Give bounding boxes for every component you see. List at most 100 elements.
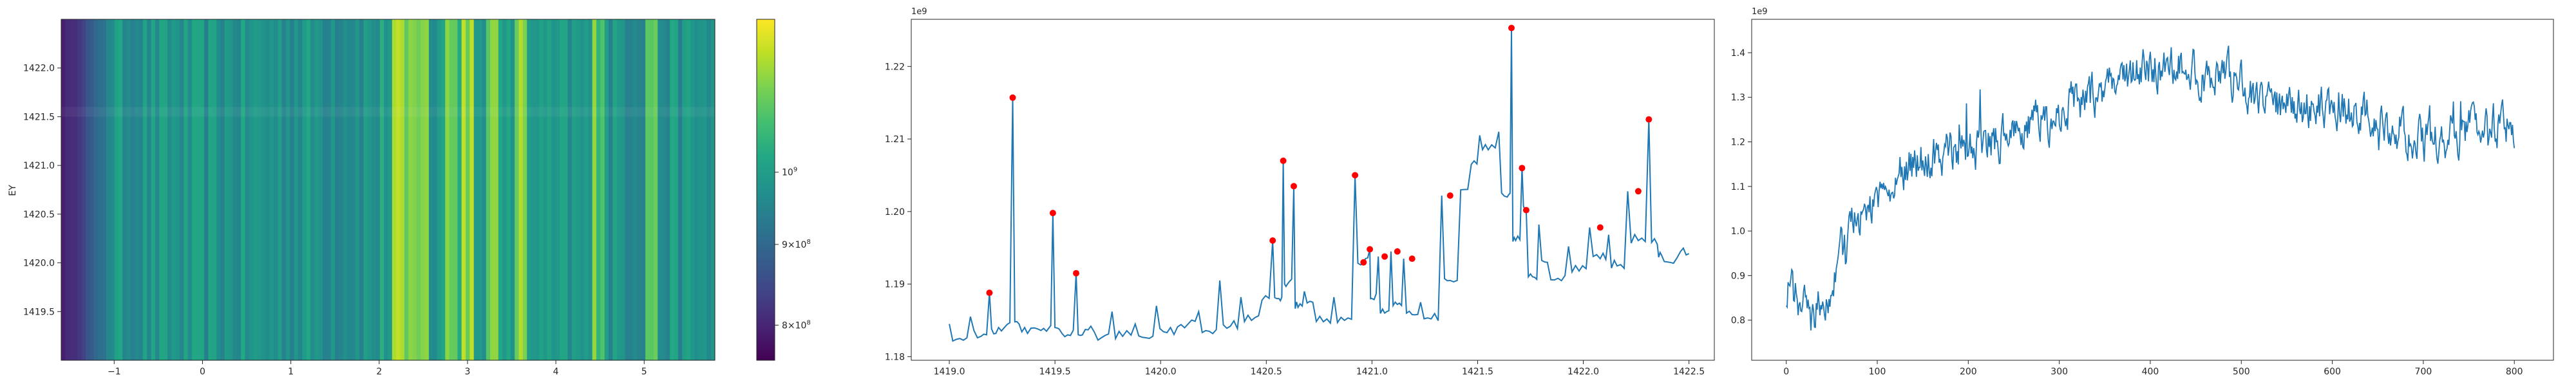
heatmap-column: [522, 19, 527, 360]
heatmap-column: [253, 19, 258, 360]
heatmap-column: [621, 19, 626, 360]
heatmap-column: [661, 19, 667, 360]
heatmap-column: [547, 19, 552, 360]
x-tick-label: 3: [464, 367, 470, 377]
heatmap-column: [355, 19, 360, 360]
x-tick-label: 700: [2415, 367, 2432, 377]
y-tick-label: 1.19: [885, 280, 905, 290]
timeseries-panel: 1e9 0 100 200 300 400 500 600 700 800 0.8 0.9 1.0 1…: [1731, 7, 2554, 377]
peak-marker: [1049, 210, 1056, 217]
peak-marker: [1645, 116, 1653, 123]
heatmap-column: [658, 19, 663, 360]
heatmap-column: [135, 19, 140, 360]
x-tick-label: 1: [288, 367, 294, 377]
heatmap-column: [400, 19, 405, 360]
heatmap-column: [147, 19, 152, 360]
heatmap-column: [339, 19, 344, 360]
heatmap-y-ticks: 1419.5 1420.0 1420.5 1421.0 1421.5 1422.0: [23, 64, 61, 317]
peak-marker: [1522, 207, 1530, 214]
heatmap-column: [167, 19, 172, 360]
peak-marker: [1073, 270, 1079, 277]
heatmap-column: [335, 19, 339, 360]
heatmap-cells: [61, 19, 715, 360]
heatmap-column: [367, 19, 372, 360]
heatmap-column: [445, 19, 450, 360]
colorbar-tick-label: 8×108: [782, 319, 811, 331]
timeseries-frame: [1751, 19, 2554, 361]
x-tick-label: 200: [1960, 367, 1977, 377]
heatmap-row-band: [61, 107, 715, 117]
heatmap-column: [327, 19, 332, 360]
heatmap-column: [298, 19, 303, 360]
heatmap-column: [155, 19, 160, 360]
heatmap-column: [616, 19, 621, 360]
heatmap-column: [665, 19, 670, 360]
heatmap-column: [461, 19, 466, 360]
heatmap-column: [229, 19, 234, 360]
heatmap-column: [323, 19, 327, 360]
heatmap-column: [73, 19, 78, 360]
x-tick-label: 800: [2506, 367, 2523, 377]
peak-marker: [1352, 172, 1359, 179]
heatmap-frame: [61, 19, 715, 361]
heatmap-column: [518, 19, 524, 360]
heatmap-column: [196, 19, 201, 360]
timeseries-series-line: [1785, 45, 2515, 331]
heatmap-column: [677, 19, 683, 360]
heatmap-column: [555, 19, 560, 360]
heatmap-column: [702, 19, 707, 360]
heatmap-column: [478, 19, 482, 360]
heatmap-column: [347, 19, 352, 360]
peaks-line-panel: 1e9 1419.0 1419.5 1420.0 1420.5 1421.0 1421.5…: [885, 7, 1715, 377]
heatmap-column: [187, 19, 193, 360]
heatmap-column: [216, 19, 221, 360]
heatmap-column: [138, 19, 144, 360]
heatmap-column: [543, 19, 548, 360]
heatmap-column: [506, 19, 511, 360]
heatmap-column: [421, 19, 426, 360]
heatmap-column: [281, 19, 287, 360]
heatmap-column: [314, 19, 319, 360]
heatmap-column: [363, 19, 368, 360]
peak-marker: [1394, 248, 1401, 255]
peak-marker: [1280, 157, 1287, 164]
heatmap-column: [224, 19, 229, 360]
heatmap-column: [686, 19, 691, 360]
colorbar-gradient: [757, 19, 775, 360]
heatmap-column: [437, 19, 442, 360]
heatmap-column: [261, 19, 266, 360]
y-tick-label: 1422.0: [23, 64, 55, 74]
heatmap-column: [539, 19, 544, 360]
heatmap-column: [466, 19, 470, 360]
peak-marker: [1269, 237, 1276, 244]
heatmap-column: [592, 19, 597, 360]
heatmap-column: [285, 19, 290, 360]
heatmap-column: [130, 19, 135, 360]
y-tick-label: 1.4: [1731, 48, 1745, 59]
heatmap-y-axis-label: EY: [8, 185, 18, 196]
peak-marker: [1009, 94, 1016, 101]
y-tick-label: 1421.0: [23, 161, 55, 171]
heatmap-column: [653, 19, 658, 360]
heatmap-column: [629, 19, 634, 360]
heatmap-column: [416, 19, 421, 360]
heatmap-column: [604, 19, 609, 360]
heatmap-panel: −1 0 1 2 3 4 5 1419.51420.01420.51421.01421.51…: [8, 19, 715, 377]
heatmap-column: [396, 19, 401, 360]
x-tick-label: 1420.5: [1251, 367, 1282, 377]
x-tick-label: 1419.5: [1039, 367, 1071, 377]
heatmap-column: [531, 19, 536, 360]
peak-marker: [1367, 246, 1374, 253]
heatmap-column: [457, 19, 462, 360]
heatmap-column: [114, 19, 119, 360]
peak-marker: [1291, 183, 1297, 190]
heatmap-column: [61, 19, 66, 360]
heatmap-column: [372, 19, 377, 360]
peaks-frame: [911, 19, 1715, 361]
heatmap-column: [102, 19, 107, 360]
x-tick-label: 2: [376, 367, 382, 377]
heatmap-column: [330, 19, 336, 360]
y-tick-label: 0.9: [1731, 271, 1745, 281]
x-tick-label: 600: [2324, 367, 2341, 377]
